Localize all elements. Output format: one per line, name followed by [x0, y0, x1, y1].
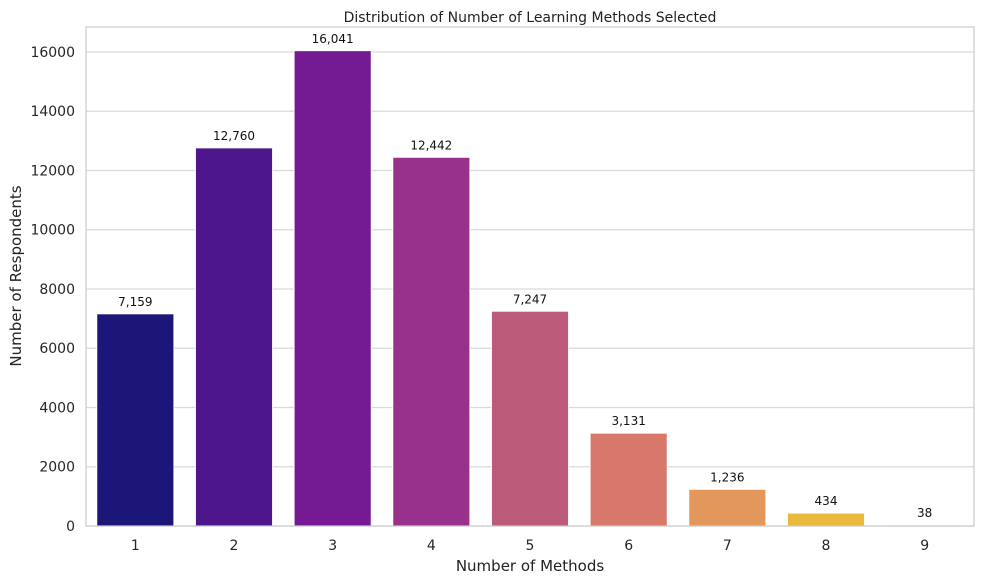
x-tick-labels: 1 2 3 4 5 6 7 8 9	[131, 538, 929, 554]
y-tick-label: 6000	[39, 341, 75, 357]
chart-title: Distribution of Number of Learning Metho…	[344, 10, 717, 26]
data-label: 12,760	[213, 129, 255, 143]
plot-frame	[85, 26, 975, 527]
x-tick-label: 9	[920, 538, 929, 554]
x-tick-label: 1	[131, 538, 140, 554]
x-tick-label: 3	[328, 538, 337, 554]
bar	[688, 488, 767, 527]
data-label: 1,236	[710, 470, 744, 484]
bar	[491, 310, 569, 527]
y-tick-label: 10000	[30, 223, 75, 239]
y-tick-labels: 0 2000 4000 6000 8000 10000 12000 14000 16000	[30, 45, 75, 535]
x-tick-label: 8	[822, 538, 831, 554]
y-tick-label: 4000	[39, 400, 75, 416]
data-labels: 7,159 12,760 16,041 12,442 7,247 3,131 1,236 43…	[118, 32, 932, 520]
y-tick-label: 12000	[30, 163, 75, 179]
bar	[96, 313, 175, 527]
bar	[195, 147, 273, 527]
data-label: 434	[815, 494, 838, 508]
x-tick-label: 6	[624, 538, 633, 554]
bar	[787, 512, 865, 527]
x-tick-label: 2	[230, 538, 239, 554]
y-tick-label: 0	[66, 519, 75, 535]
y-tick-label: 16000	[30, 45, 75, 61]
x-tick-label: 4	[427, 538, 436, 554]
x-tick-label: 5	[526, 538, 535, 554]
y-tick-label: 14000	[30, 104, 75, 120]
data-label: 7,159	[118, 295, 152, 309]
y-axis-label: Number of Respondents	[7, 185, 25, 366]
bar	[293, 50, 372, 527]
bar	[589, 432, 668, 527]
bar	[392, 156, 471, 527]
y-tick-label: 2000	[39, 460, 75, 476]
y-tick-label: 8000	[39, 282, 75, 298]
x-tick-label: 7	[723, 538, 732, 554]
data-label: 16,041	[312, 32, 354, 46]
data-label: 38	[917, 506, 932, 520]
bars	[96, 50, 964, 527]
x-axis-label: Number of Methods	[456, 557, 605, 575]
data-label: 12,442	[410, 138, 452, 152]
data-label: 7,247	[513, 292, 547, 306]
data-label: 3,131	[611, 414, 645, 428]
